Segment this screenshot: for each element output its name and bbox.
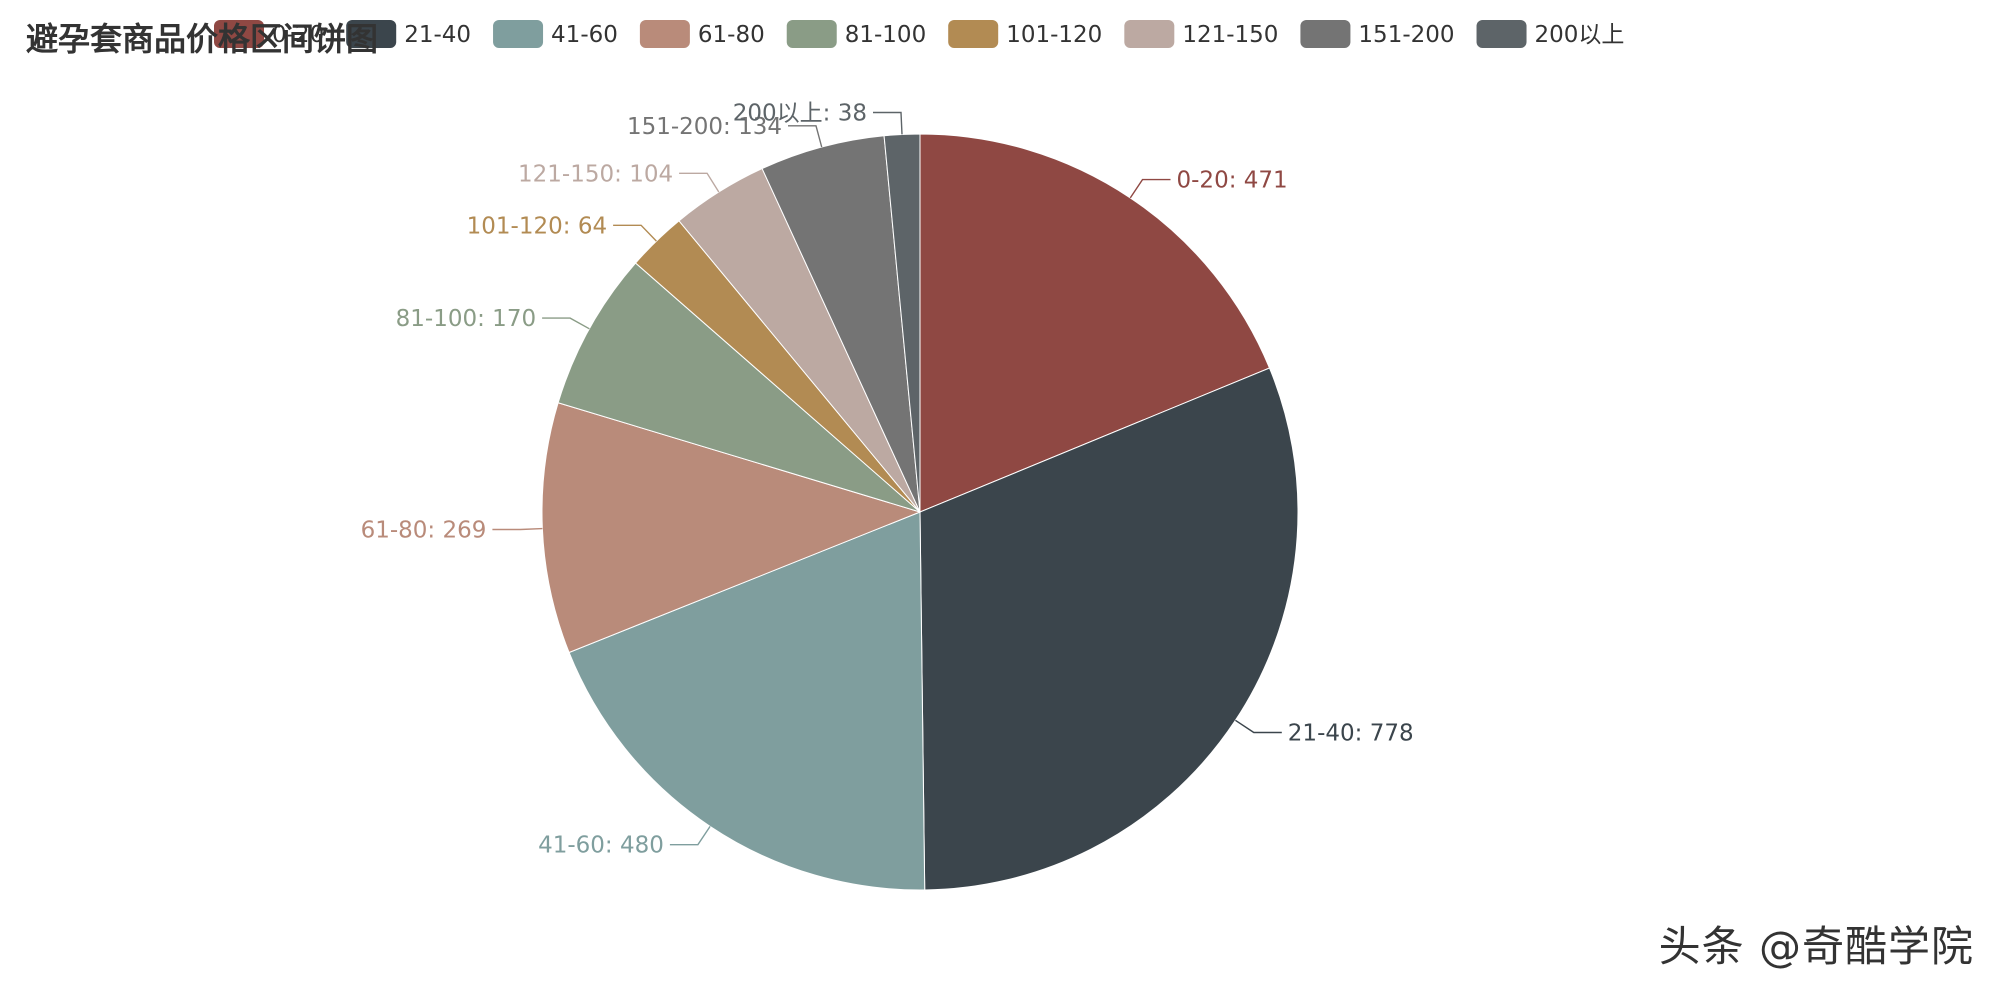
legend: 0-20 21-40 41-60 61-80 81-100 101-120 121-150 1… [214,20,1624,48]
legend-swatch [1300,20,1351,48]
slice-labels: 0-20: 471 21-40: 778 41-60: 480 61-80: 269 8… [361,101,1414,859]
legend-swatch [493,20,544,48]
legend-label: 21-40 [404,22,471,48]
leader-line-101-120 [613,224,657,242]
legend-item-61-80[interactable]: 61-80 [639,20,765,48]
legend-item-151-200[interactable]: 151-200 [1300,20,1455,48]
leader-line-61-80 [492,527,543,531]
legend-label: 151-200 [1358,22,1454,48]
legend-label: 121-150 [1182,22,1278,48]
slice-label-121-150: 121-150: 104 [518,161,673,187]
slice-label-101-120: 101-120: 64 [467,213,607,239]
leader-line-41-60 [669,826,711,846]
legend-label: 41-60 [551,22,618,48]
leader-line-21-40 [1235,719,1282,734]
watermark-text: 头条 @奇酷学院 [1658,922,1974,971]
legend-label: 81-100 [845,22,926,48]
leader-line-151-200 [788,125,823,148]
pie-slices [541,133,1299,891]
leader-line-81-100 [542,317,590,330]
slice-label-61-80: 61-80: 269 [361,518,487,544]
pie-slice-200plus[interactable] [883,133,921,513]
legend-item-21-40[interactable]: 21-40 [346,20,471,48]
slice-label-151-200: 151-200: 134 [627,114,782,140]
legend-item-0-20[interactable]: 0-20 [214,20,324,48]
legend-item-41-60[interactable]: 41-60 [493,20,618,48]
leader-line-121-150 [679,172,720,193]
legend-swatch [214,20,264,48]
slice-label-81-100: 81-100: 170 [396,306,536,332]
legend-item-200plus[interactable]: 200以上 [1476,20,1625,48]
legend-swatch [639,20,690,48]
slice-label-0-20: 0-20: 471 [1177,168,1288,194]
legend-item-101-120[interactable]: 101-120 [948,20,1102,48]
legend-swatch [786,20,837,48]
legend-label: 0-20 [272,22,324,48]
legend-swatch [948,20,999,48]
chart-title: 避孕套商品价格区间饼图 [26,20,378,58]
slice-label-41-60: 41-60: 480 [538,833,664,859]
leader-line-0-20 [1129,178,1171,199]
pie-slice-41-60[interactable] [568,511,926,891]
legend-item-81-100[interactable]: 81-100 [786,20,926,48]
legend-item-121-150[interactable]: 121-150 [1124,20,1278,48]
slice-leader-lines [492,111,1282,846]
legend-swatch [346,20,397,48]
legend-swatch [1476,20,1527,48]
legend-label: 101-120 [1006,22,1102,48]
slice-label-200plus: 200以上: 38 [733,101,867,127]
legend-label: 61-80 [698,22,765,48]
slice-label-21-40: 21-40: 778 [1288,721,1414,747]
legend-label: 200以上 [1535,22,1625,48]
leader-line-200plus [873,111,903,135]
legend-swatch [1124,20,1175,48]
